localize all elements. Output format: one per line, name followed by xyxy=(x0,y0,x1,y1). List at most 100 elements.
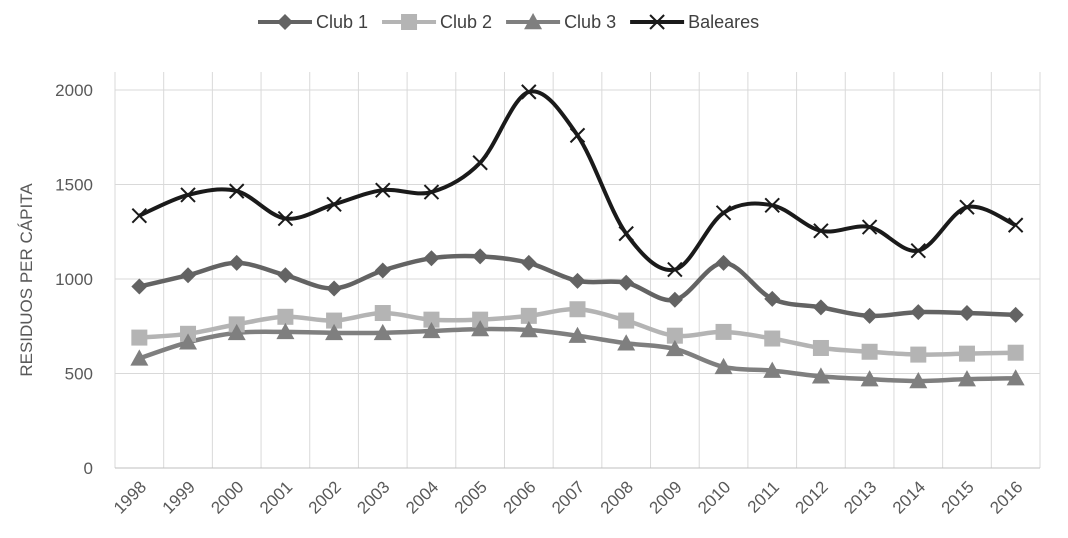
data-point-club-1 xyxy=(569,272,586,289)
data-point-baleares xyxy=(131,207,148,224)
data-point-club-1 xyxy=(715,254,732,271)
data-point-club-2 xyxy=(715,323,732,340)
legend-item-baleares: Baleares xyxy=(630,12,759,32)
x-tick-label: 2001 xyxy=(256,477,296,517)
x-tick-label: 2005 xyxy=(451,477,491,517)
legend-item-club-1: Club 1 xyxy=(258,12,368,32)
data-point-club-3 xyxy=(860,370,879,387)
x-tick-label: 1999 xyxy=(159,477,199,517)
data-point-baleares xyxy=(569,127,586,144)
x-tick-label: 2010 xyxy=(694,477,734,517)
data-point-club-2 xyxy=(861,343,878,360)
legend-item-club-2: Club 2 xyxy=(382,12,492,32)
x-tick-label: 2013 xyxy=(840,477,880,517)
legend-marker xyxy=(401,14,418,30)
x-tick-label: 2000 xyxy=(207,477,247,517)
data-point-club-2 xyxy=(520,307,537,324)
data-point-baleares xyxy=(229,183,245,199)
data-point-club-3 xyxy=(763,361,782,378)
data-point-club-3 xyxy=(422,321,441,339)
data-point-club-3 xyxy=(568,326,587,343)
data-point-club-2 xyxy=(618,312,635,329)
x-tick-label: 2012 xyxy=(792,477,832,517)
legend-label: Baleares xyxy=(688,12,759,32)
y-tick-label: 1000 xyxy=(55,270,93,289)
data-point-club-3 xyxy=(811,367,830,384)
data-point-club-3 xyxy=(1006,369,1025,386)
legend-label: Club 1 xyxy=(316,12,368,32)
data-point-club-2 xyxy=(569,301,586,318)
data-point-club-1 xyxy=(861,307,878,324)
data-point-baleares xyxy=(715,205,732,221)
data-point-club-2 xyxy=(910,346,927,363)
data-point-club-3 xyxy=(617,334,636,351)
data-point-club-2 xyxy=(666,327,683,344)
gridlines xyxy=(114,72,1041,469)
legend-label: Club 3 xyxy=(564,12,616,32)
data-point-baleares xyxy=(959,199,975,215)
data-point-baleares xyxy=(861,219,878,235)
data-point-club-2 xyxy=(472,311,489,328)
data-point-club-2 xyxy=(812,339,829,356)
y-tick-label: 500 xyxy=(65,365,93,384)
data-point-baleares xyxy=(472,155,488,171)
data-point-club-1 xyxy=(764,290,781,307)
x-tick-label: 2015 xyxy=(938,477,978,517)
data-point-club-3 xyxy=(909,372,928,389)
x-tick-label: 2006 xyxy=(499,477,539,517)
data-point-club-1 xyxy=(1007,306,1024,323)
data-point-baleares xyxy=(423,184,440,200)
x-tick-label: 1998 xyxy=(110,477,150,517)
data-point-baleares xyxy=(521,84,537,100)
x-tick-label: 2009 xyxy=(646,477,686,517)
legend-marker xyxy=(649,14,665,30)
data-point-baleares xyxy=(375,182,391,198)
legend: Club 1 Club 2 Club 3 Baleares xyxy=(258,12,759,32)
x-tick-label: 2004 xyxy=(402,477,442,517)
data-point-club-1 xyxy=(326,280,343,297)
y-tick-label: 1500 xyxy=(55,176,93,195)
x-axis: 1998 1999 2000 2001 2002 2003 2004 2005 2006 2007… xyxy=(110,477,1026,517)
data-point-club-3 xyxy=(130,349,149,366)
data-point-club-3 xyxy=(471,320,490,337)
data-point-club-3 xyxy=(227,323,246,341)
data-point-club-1 xyxy=(423,250,440,267)
data-point-club-2 xyxy=(277,308,294,325)
data-point-club-1 xyxy=(910,304,927,321)
data-point-club-1 xyxy=(812,299,829,316)
data-point-club-2 xyxy=(958,345,975,362)
data-point-club-3 xyxy=(957,370,976,387)
series-markers xyxy=(130,84,1025,389)
data-point-baleares xyxy=(813,223,829,239)
data-point-club-3 xyxy=(179,333,198,350)
data-point-club-3 xyxy=(665,339,684,357)
data-point-club-1 xyxy=(277,267,294,284)
data-point-club-3 xyxy=(714,357,733,375)
data-point-club-1 xyxy=(228,254,245,271)
data-point-baleares xyxy=(618,225,634,242)
x-tick-label: 2011 xyxy=(744,477,783,516)
data-point-club-2 xyxy=(326,312,343,329)
data-point-club-3 xyxy=(519,321,538,338)
data-point-club-3 xyxy=(325,323,344,341)
data-point-club-1 xyxy=(520,254,537,271)
data-point-baleares xyxy=(764,197,780,213)
legend-item-club-3: Club 3 xyxy=(506,12,616,32)
x-tick-label: 2007 xyxy=(548,477,588,517)
data-point-club-1 xyxy=(618,274,635,291)
data-point-club-3 xyxy=(373,323,392,341)
legend-marker xyxy=(524,13,543,30)
data-point-club-2 xyxy=(1007,344,1024,361)
x-tick-label: 2014 xyxy=(889,477,929,517)
data-point-club-2 xyxy=(423,311,440,328)
y-tick-label: 0 xyxy=(84,459,93,478)
data-point-club-1 xyxy=(472,248,489,265)
data-point-baleares xyxy=(667,261,683,278)
data-point-club-1 xyxy=(180,267,197,284)
data-point-club-3 xyxy=(276,322,295,340)
legend-marker xyxy=(277,14,293,30)
data-point-baleares xyxy=(180,187,196,203)
data-point-club-1 xyxy=(374,262,391,279)
y-tick-label: 2000 xyxy=(55,81,93,100)
data-point-baleares xyxy=(1007,217,1024,233)
